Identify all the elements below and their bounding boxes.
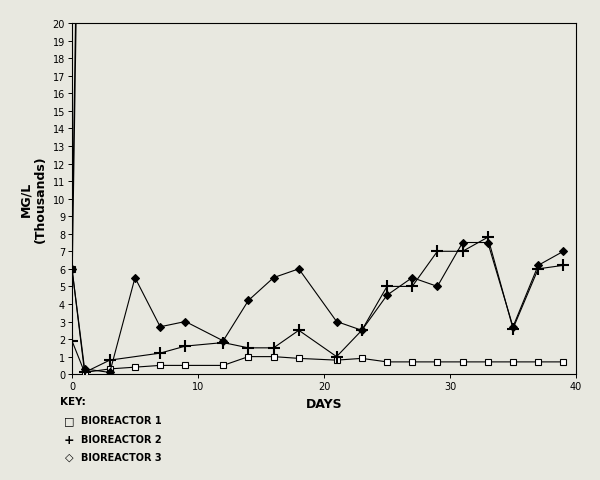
Text: ◇: ◇ [65,452,73,462]
Text: KEY:: KEY: [60,396,86,406]
X-axis label: DAYS: DAYS [305,397,343,410]
Y-axis label: MG/L
(Thousands): MG/L (Thousands) [19,156,47,243]
Text: BIOREACTOR 2: BIOREACTOR 2 [81,434,161,444]
Text: BIOREACTOR 1: BIOREACTOR 1 [81,415,161,425]
Text: +: + [64,432,74,446]
Text: BIOREACTOR 3: BIOREACTOR 3 [81,452,161,462]
Text: □: □ [64,415,74,425]
